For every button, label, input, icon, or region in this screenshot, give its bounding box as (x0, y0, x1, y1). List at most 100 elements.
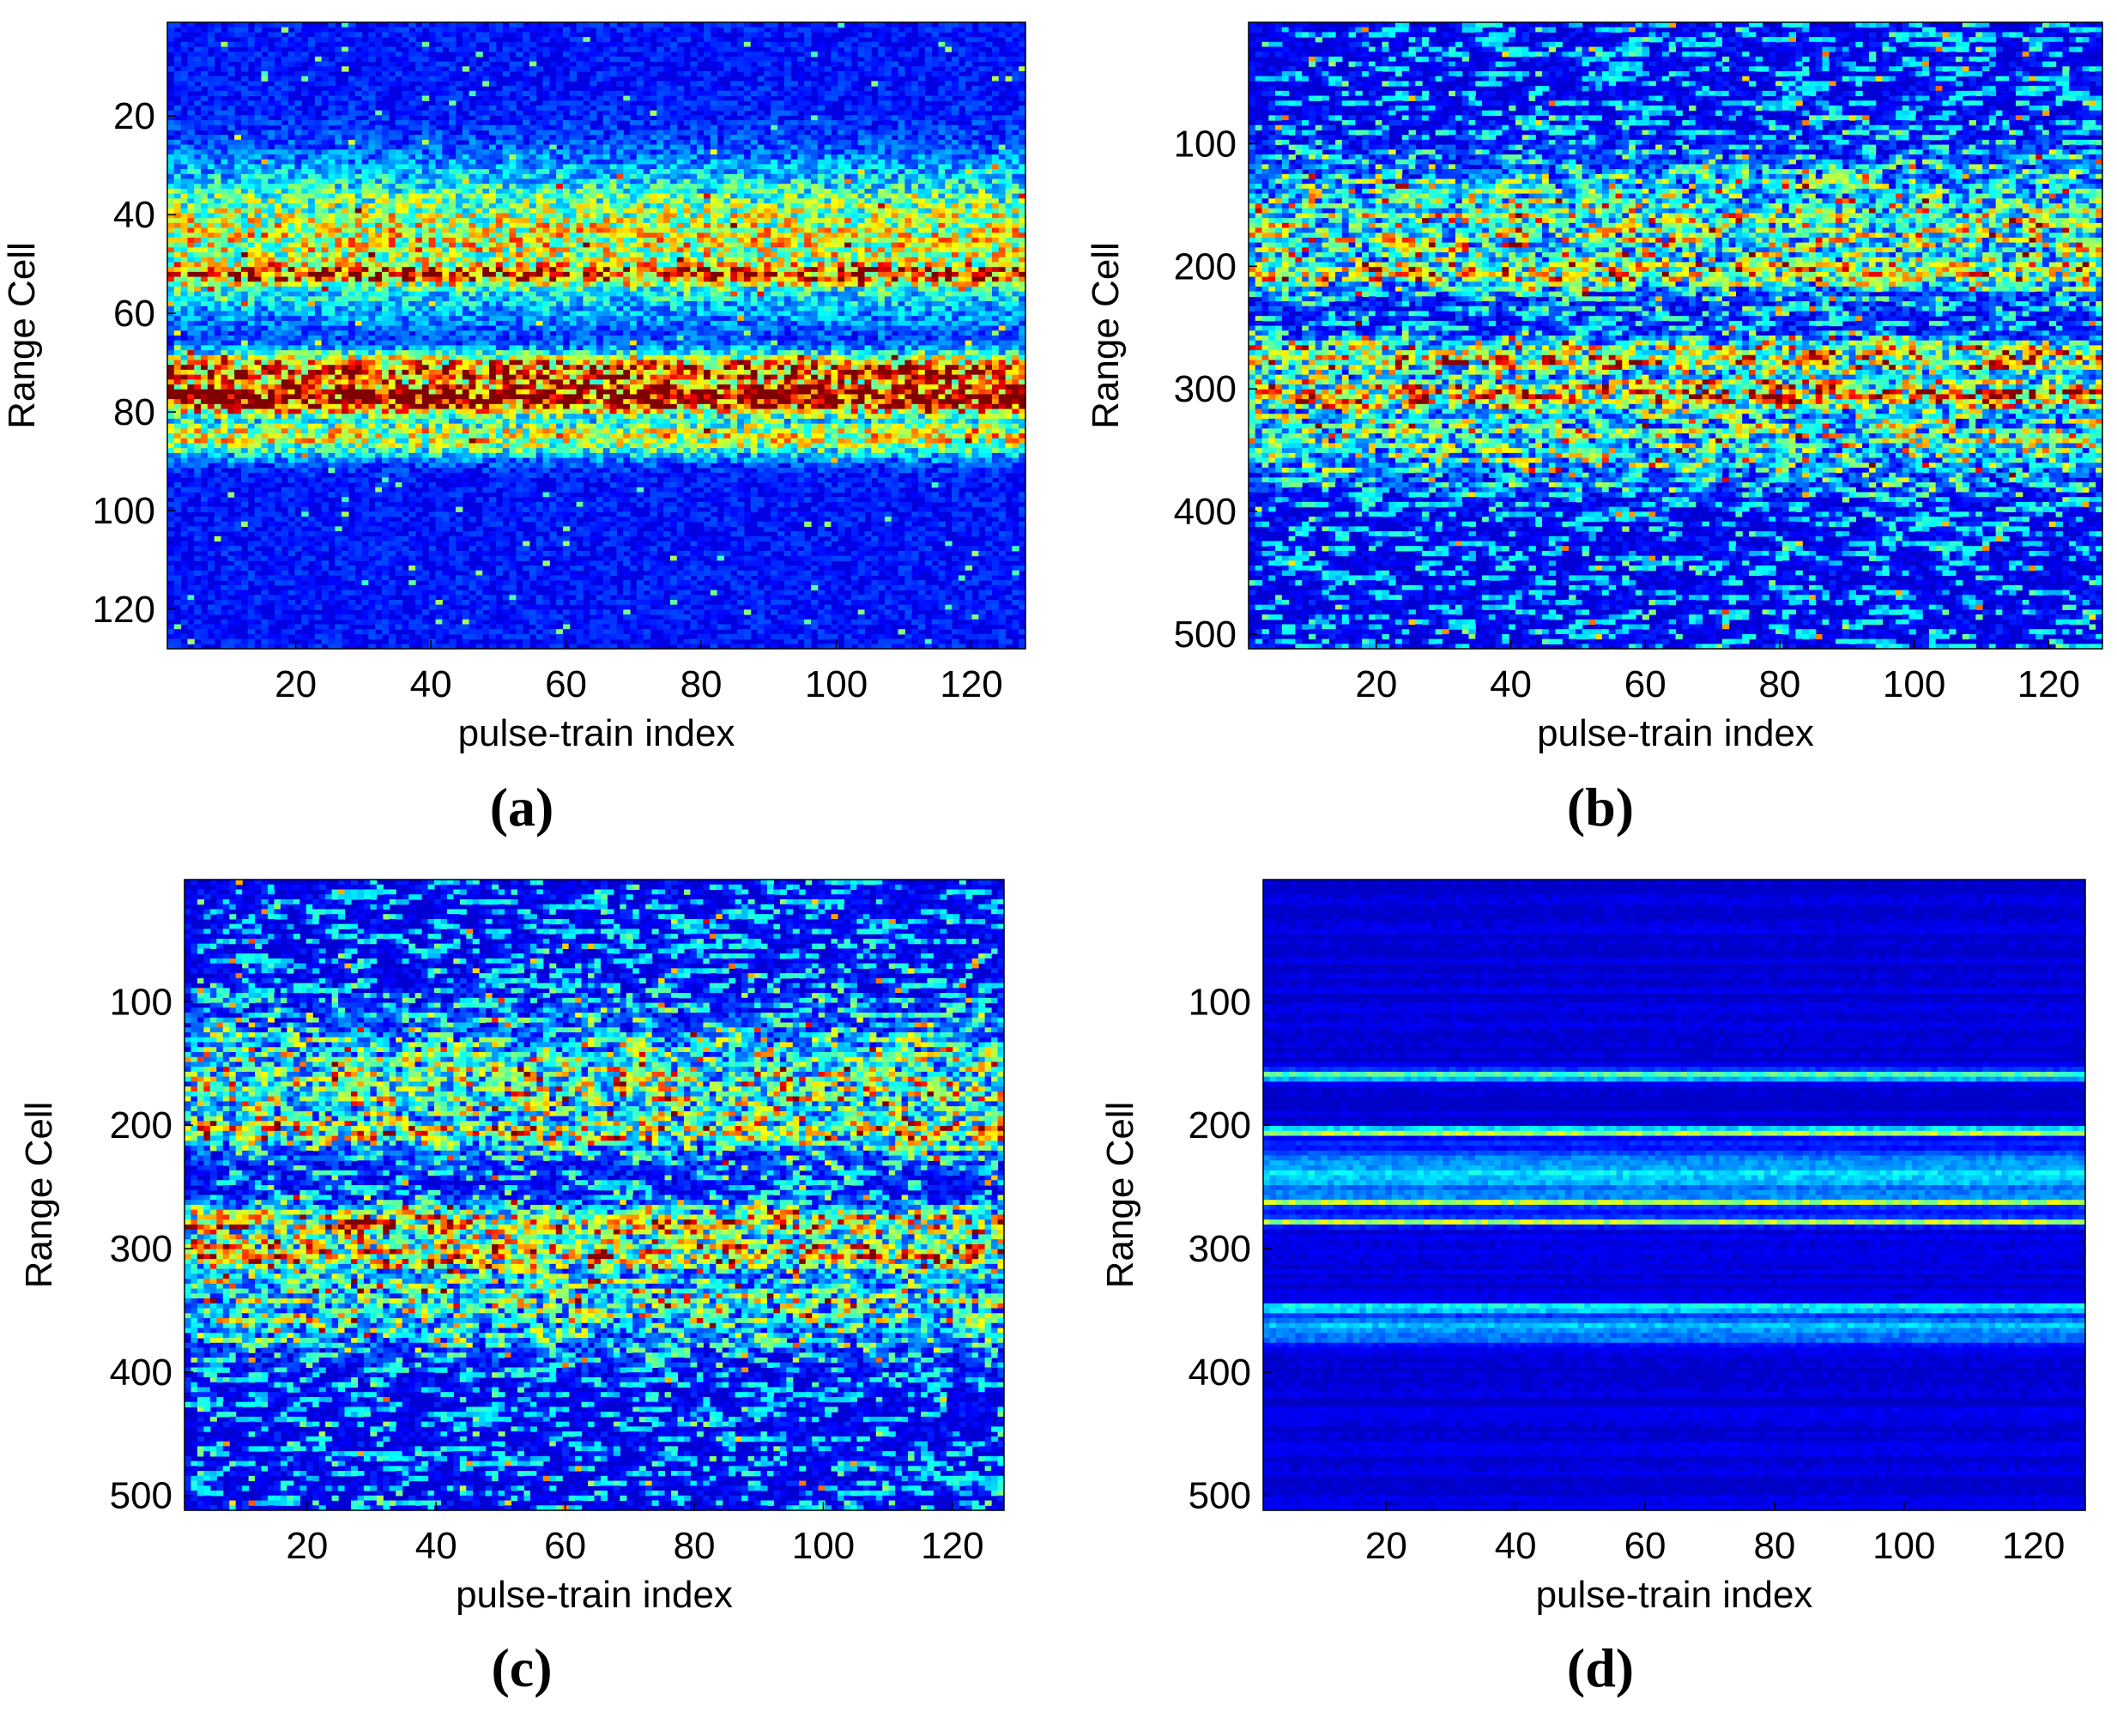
heatmap-cell (348, 140, 355, 145)
heatmap-cell (174, 106, 181, 111)
heatmap-cell (858, 47, 865, 52)
heatmap-cell (181, 169, 188, 174)
heatmap-cell (181, 47, 188, 52)
heatmap-cell (818, 140, 825, 145)
heatmap-cell (362, 184, 369, 189)
heatmap-cell (408, 47, 415, 52)
heatmap-cell (275, 22, 281, 27)
heatmap-cell (797, 184, 804, 189)
heatmap-cell (811, 174, 818, 179)
heatmap-cell (744, 179, 751, 184)
heatmap-cell (952, 91, 959, 96)
heatmap-cell (825, 32, 832, 37)
heatmap-cell (429, 111, 436, 116)
heatmap-cell (516, 86, 523, 91)
heatmap-cell (831, 154, 838, 160)
heatmap-cell (831, 135, 838, 140)
heatmap-cell (610, 71, 617, 76)
heatmap-cell (261, 115, 268, 120)
heatmap-cell (965, 179, 972, 184)
heatmap-cell (422, 145, 429, 150)
heatmap-cell (918, 184, 925, 189)
heatmap-cell (637, 125, 644, 130)
heatmap-cell (838, 120, 844, 125)
heatmap-cell (704, 27, 711, 33)
heatmap-cell (194, 37, 201, 42)
heatmap-cell (248, 47, 255, 52)
heatmap-cell (396, 179, 402, 184)
heatmap-cell (329, 184, 336, 189)
heatmap-cell (396, 135, 402, 140)
heatmap-cell (583, 160, 590, 165)
heatmap-cell (711, 27, 717, 33)
heatmap-cell (335, 125, 342, 130)
heatmap-cell (348, 189, 355, 194)
heatmap-cell (1006, 179, 1013, 184)
heatmap-cell (865, 96, 872, 101)
heatmap-cell (329, 115, 336, 120)
heatmap-cell (415, 149, 422, 154)
heatmap-cell (248, 81, 255, 86)
heatmap-cell (965, 37, 972, 42)
heatmap-cell (818, 160, 825, 165)
heatmap-cell (737, 184, 744, 189)
heatmap-cell (871, 115, 878, 120)
heatmap-cell (509, 22, 516, 27)
heatmap-cell (342, 189, 348, 194)
heatmap-cell (670, 154, 677, 160)
heatmap-cell (603, 66, 610, 71)
heatmap-cell (402, 149, 408, 154)
heatmap-cell (529, 62, 536, 67)
heatmap-cell (952, 164, 959, 169)
heatmap-cell (965, 111, 972, 116)
heatmap-cell (723, 125, 730, 130)
heatmap-cell (516, 22, 523, 27)
heatmap-cell (503, 169, 510, 174)
heatmap-cell (911, 86, 918, 91)
heatmap-cell (945, 111, 952, 116)
heatmap-cell (442, 32, 449, 37)
heatmap-cell (737, 145, 744, 150)
heatmap-cell (174, 32, 181, 37)
heatmap-cell (456, 120, 463, 125)
heatmap-cell (322, 169, 329, 174)
heatmap-cell (543, 51, 550, 57)
heatmap-cell (932, 96, 939, 101)
heatmap-cell (838, 174, 844, 179)
heatmap-cell (516, 189, 523, 194)
heatmap-cell (187, 135, 194, 140)
heatmap-cell (744, 71, 751, 76)
heatmap-cell (456, 115, 463, 120)
heatmap-cell (342, 106, 348, 111)
heatmap-cell (429, 71, 436, 76)
heatmap-cell (322, 125, 329, 130)
heatmap-cell (972, 91, 979, 96)
heatmap-cell (644, 32, 650, 37)
heatmap-cell (945, 106, 952, 111)
heatmap-cell (174, 135, 181, 140)
heatmap-cell (690, 130, 697, 135)
heatmap-cell (570, 160, 577, 165)
heatmap-cell (630, 125, 637, 130)
heatmap-cell (737, 164, 744, 169)
heatmap-cell (436, 164, 443, 169)
heatmap-cell (436, 189, 443, 194)
heatmap-cell (945, 66, 952, 71)
heatmap-cell (684, 96, 691, 101)
heatmap-cell (583, 174, 590, 179)
heatmap-cell (865, 100, 872, 106)
heatmap-cell (329, 106, 336, 111)
heatmap-cell (737, 81, 744, 86)
heatmap-cell (489, 22, 496, 27)
heatmap-cell (308, 154, 315, 160)
heatmap-cell (744, 130, 751, 135)
heatmap-cell (396, 27, 402, 33)
heatmap-cell (563, 169, 570, 174)
heatmap-cell (382, 189, 389, 194)
heatmap-cell (871, 57, 878, 62)
heatmap-cell (208, 37, 215, 42)
heatmap-cell (717, 149, 724, 154)
heatmap-cell (965, 135, 972, 140)
heatmap-cell (281, 91, 288, 96)
heatmap-cell (355, 145, 362, 150)
